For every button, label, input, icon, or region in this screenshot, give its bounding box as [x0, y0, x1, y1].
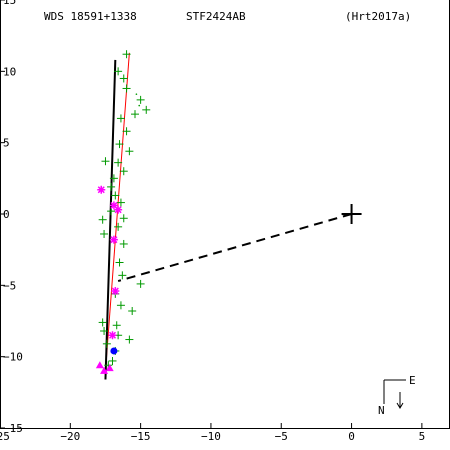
asterisk-marker: [114, 205, 123, 214]
circle-marker: [110, 347, 118, 355]
plus-marker: [114, 222, 123, 231]
plus-marker: [116, 198, 125, 207]
plus-marker: [109, 174, 118, 183]
axis-tick-labels: -25 −20 −15 −10 −5 0 5 −15 −10 −5 0 5 10 15: [0, 0, 425, 443]
plus-marker: [111, 191, 120, 200]
plus-marker: [118, 271, 127, 280]
y-tick-label: −10: [3, 351, 23, 364]
plus-marker: [102, 339, 111, 348]
asterisk-marker: [109, 235, 118, 244]
plus-marker: [119, 167, 128, 176]
dot-marker: [135, 93, 138, 95]
asterisk-marker: [108, 331, 117, 340]
plus-marker: [100, 326, 109, 335]
plus-marker: [136, 279, 145, 288]
compass-north-label: N: [378, 404, 385, 417]
plus-marker: [119, 214, 128, 223]
x-tick-label: −15: [131, 430, 151, 443]
plus-marker: [112, 321, 121, 330]
plus-marker: [131, 110, 139, 119]
x-tick-label: 5: [419, 430, 426, 443]
plus-marker: [114, 158, 123, 167]
triangle-marker: [95, 361, 104, 369]
plus-marker: [101, 157, 110, 166]
plus-marker: [100, 229, 109, 238]
y-tick-label: 15: [3, 0, 16, 7]
plus-marker: [122, 50, 131, 59]
plus-marker: [142, 105, 151, 114]
plus-marker: [115, 140, 124, 149]
axis-ticks: [0, 0, 423, 429]
y-tick-label: 10: [3, 65, 16, 78]
y-tick-label: −5: [3, 279, 16, 292]
dot-marker: [138, 104, 141, 107]
plus-marker: [119, 239, 128, 248]
y-tick-label: 0: [3, 208, 10, 221]
y-tick-label: −15: [3, 422, 23, 435]
y-tick-label: 5: [3, 137, 10, 150]
plus-marker: [122, 84, 131, 93]
plus-marker: [119, 74, 128, 83]
observation-markers: [95, 50, 151, 374]
plus-marker: [98, 215, 107, 224]
primary-star-marker: [341, 204, 362, 224]
x-tick-label: −10: [201, 430, 221, 443]
compass-indicator: E N: [378, 374, 416, 417]
plus-marker: [98, 318, 107, 327]
triangle-marker: [105, 364, 114, 372]
compass-arrow-icon: [396, 402, 404, 409]
x-tick-label: -25: [0, 430, 10, 443]
plus-marker: [128, 307, 137, 316]
periastron-connector-line: [117, 213, 352, 283]
plus-marker: [108, 356, 117, 365]
fitted-orbit-line: [104, 59, 117, 380]
compass-east-label: E: [409, 374, 416, 387]
wds-identifier: WDS 18591+1338: [44, 10, 137, 23]
plus-marker: [107, 182, 116, 191]
x-tick-label: −5: [275, 430, 288, 443]
plus-marker: [136, 95, 145, 104]
asterisk-marker: [111, 287, 120, 296]
reference-code: (Hrt2017a): [345, 10, 412, 23]
asterisk-marker: [97, 185, 106, 194]
plus-marker: [114, 67, 123, 76]
plus-marker: [125, 147, 134, 156]
plus-marker: [125, 335, 134, 344]
x-tick-label: −20: [60, 430, 80, 443]
discoverer-designation: STF2424AB: [186, 10, 246, 23]
plus-marker: [116, 114, 125, 123]
x-tick-label: 0: [348, 430, 355, 443]
triangle-marker: [100, 366, 109, 374]
plus-marker: [122, 127, 131, 136]
plus-marker: [115, 258, 124, 267]
plus-marker: [116, 301, 125, 310]
